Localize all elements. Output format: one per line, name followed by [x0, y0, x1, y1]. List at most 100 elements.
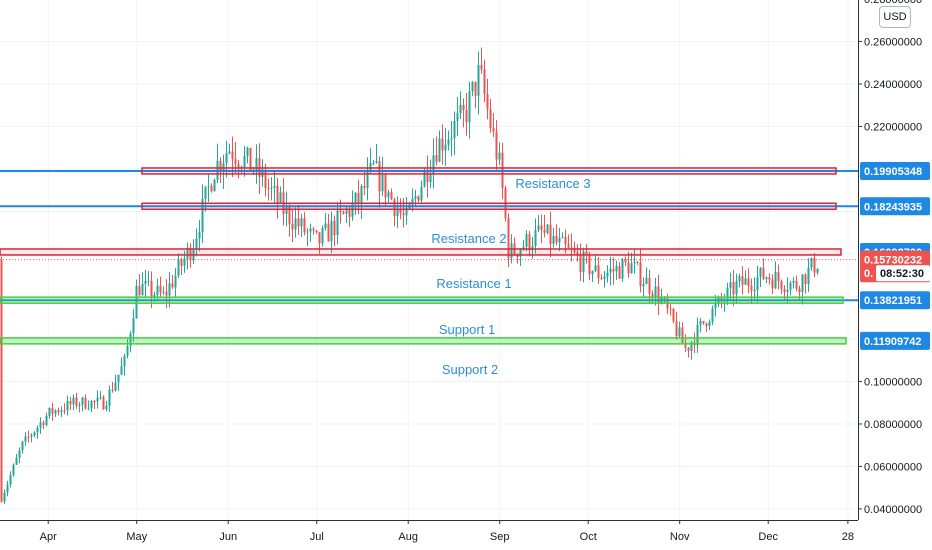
candle [636, 261, 639, 265]
candle-body [480, 64, 483, 70]
candle-body [0, 260, 3, 502]
candle [519, 248, 522, 267]
candle-body [432, 155, 435, 174]
candle [747, 268, 750, 294]
candle-body [495, 131, 498, 160]
y-tick-label: 0.26000000 [864, 36, 922, 48]
level-zone [0, 296, 844, 304]
candle [39, 417, 42, 434]
candle [639, 249, 642, 293]
candle-body [789, 282, 792, 290]
candle [3, 489, 6, 504]
candle-body [6, 484, 9, 493]
candle-body [90, 400, 93, 409]
candle [75, 392, 78, 409]
candle-body [474, 82, 477, 96]
candle-body [756, 277, 759, 291]
candle [807, 258, 810, 292]
price-tag-text: 0.18243935 [864, 201, 922, 213]
candle-body [369, 163, 372, 171]
candle-body [690, 342, 693, 351]
candle [9, 471, 12, 488]
candle-body [78, 404, 81, 407]
candle-body [393, 199, 396, 217]
candle-body [801, 274, 804, 293]
levels: Resistance 3 Resistance 2 Resistance 1 Supp… [0, 167, 858, 377]
candle [210, 183, 213, 193]
candle [360, 184, 363, 219]
candle-body [327, 223, 330, 242]
candle-body [309, 228, 312, 232]
candle-body [639, 262, 642, 287]
candle-body [225, 153, 228, 164]
candle [714, 294, 717, 317]
candle-body [492, 127, 495, 132]
time-axis: Apr May Jun Jul Aug Sep Oct Nov Dec 28 [0, 520, 932, 550]
candle-body [165, 291, 168, 296]
candle-body [135, 285, 138, 319]
candle-body [87, 408, 90, 410]
candle [168, 272, 171, 308]
currency-button[interactable]: USD [879, 6, 911, 28]
candle-body [426, 170, 429, 183]
candle-body [645, 277, 648, 285]
candle [726, 282, 729, 305]
candle-body [390, 192, 393, 200]
candle-body [18, 450, 21, 458]
candle-body [405, 208, 408, 216]
candle-body [624, 259, 627, 263]
candle [558, 228, 561, 252]
candle-body [270, 187, 273, 189]
candle [105, 400, 108, 412]
candle [705, 322, 708, 332]
candle [579, 243, 582, 282]
candle-body [303, 218, 306, 233]
candle [201, 184, 204, 244]
price-tag: 0.11909742 [860, 331, 930, 350]
candle [291, 209, 294, 243]
candle [270, 177, 273, 201]
candle [342, 210, 345, 215]
candle-body [375, 160, 378, 163]
candle-body [171, 283, 174, 288]
candle [294, 207, 297, 238]
candle [147, 270, 150, 287]
candle [177, 253, 180, 278]
candle [54, 409, 57, 417]
candle [780, 279, 783, 295]
candle-body [489, 108, 492, 128]
candle-body [249, 147, 252, 171]
level-resistance-3: Resistance 3 [0, 167, 858, 191]
x-tick-label: Dec [758, 531, 778, 543]
candle [642, 277, 645, 298]
candle [483, 59, 486, 103]
candle [228, 143, 231, 155]
candle-body [627, 262, 630, 274]
candle-body [705, 323, 708, 327]
candle-body [735, 281, 738, 295]
candle-body [663, 297, 666, 299]
candle [789, 280, 792, 296]
candle-body [726, 287, 729, 301]
candle-body [417, 196, 420, 201]
candle-body [108, 389, 111, 406]
candle [702, 320, 705, 325]
candle-body [12, 464, 15, 475]
candle-body [744, 278, 747, 285]
candle-body [54, 410, 57, 414]
candle [729, 272, 732, 300]
level-label: Support 2 [442, 362, 498, 377]
candle [276, 177, 279, 219]
candle-body [594, 265, 597, 271]
candle-body [603, 276, 606, 279]
price-tag: 0.18243935 [860, 197, 930, 216]
candle [594, 253, 597, 273]
candle-body [120, 366, 123, 375]
candle-body [180, 259, 183, 266]
candle [546, 224, 549, 235]
candle-body [105, 405, 108, 410]
candle [393, 197, 396, 227]
candle [24, 432, 27, 446]
